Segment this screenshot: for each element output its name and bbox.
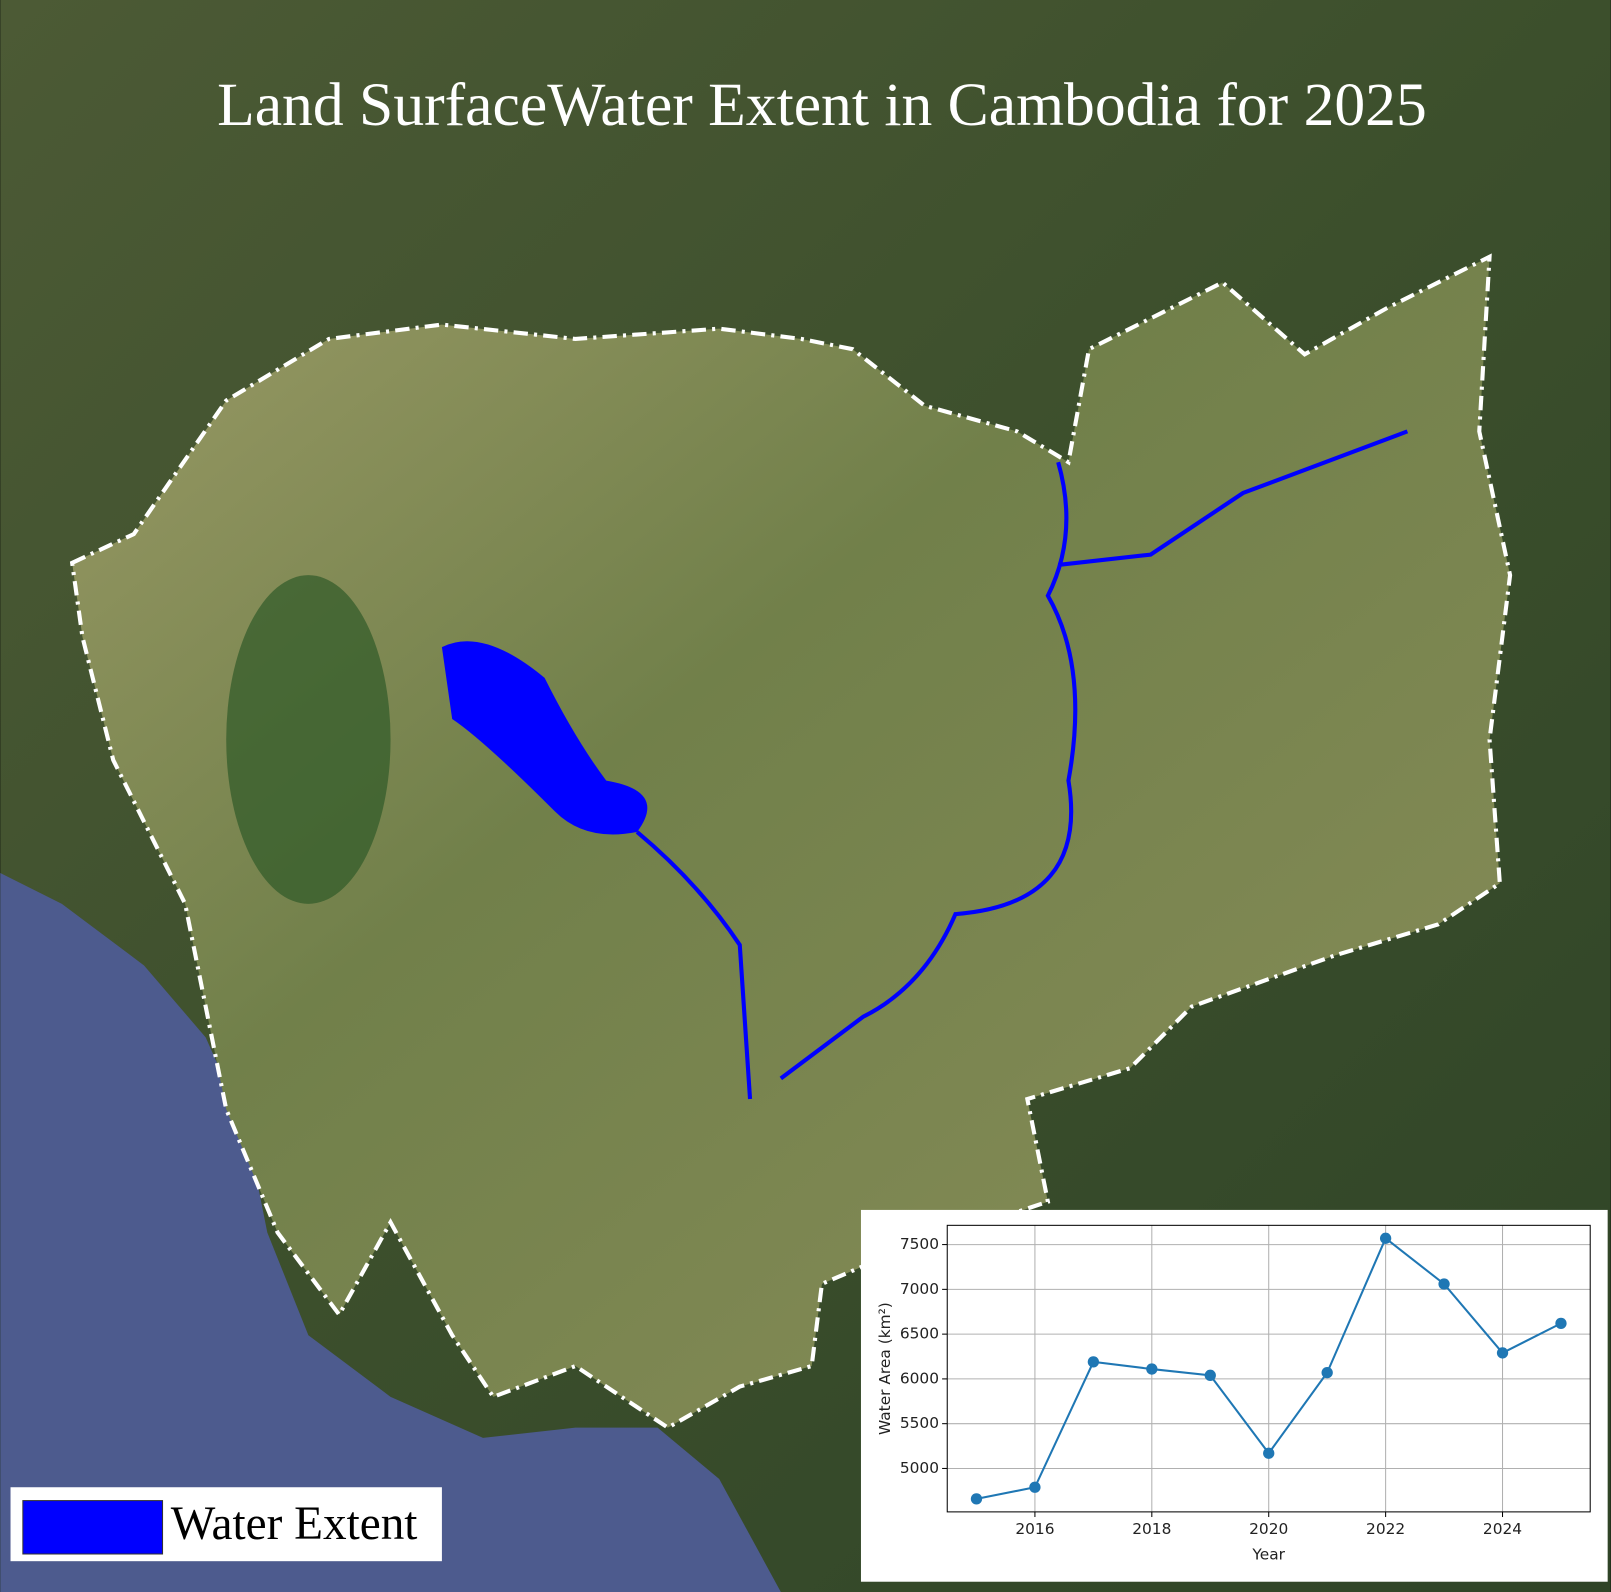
data-point (970, 1493, 983, 1505)
data-point (1496, 1347, 1509, 1359)
y-tick-label: 5500 (900, 1414, 939, 1432)
y-tick-label: 6500 (900, 1325, 939, 1343)
legend-label: Water Extent (171, 1498, 418, 1550)
chart-background (860, 1209, 1608, 1582)
lake (441, 641, 648, 835)
x-tick-label: 2022 (1366, 1520, 1405, 1538)
data-point (1438, 1278, 1450, 1290)
x-tick-label: 2016 (1015, 1520, 1054, 1538)
data-point (1379, 1232, 1392, 1244)
x-tick-label: 2024 (1483, 1520, 1522, 1538)
data-point (1029, 1481, 1041, 1493)
data-point (1087, 1356, 1100, 1368)
y-tick-label: 7500 (900, 1235, 939, 1253)
data-point (1263, 1447, 1275, 1459)
country-boundary (69, 253, 1513, 1431)
river (635, 429, 1409, 1100)
legend-swatch (22, 1500, 164, 1555)
y-tick-label: 5000 (900, 1459, 939, 1477)
data-point (1555, 1317, 1567, 1330)
axes-frame (946, 1224, 1591, 1513)
data-point (1321, 1366, 1333, 1379)
map-title: Land SurfaceWater Extent in Cambodia for… (217, 71, 1427, 139)
x-axis-label: Year (1251, 1546, 1285, 1564)
forest (226, 575, 391, 904)
data-point (1146, 1363, 1158, 1375)
x-tick-label: 2020 (1249, 1520, 1288, 1538)
y-axis-label: Water Area (km²) (876, 1302, 894, 1435)
data-point (1204, 1369, 1216, 1381)
sea (0, 873, 781, 1592)
y-tick-label: 6000 (900, 1369, 939, 1387)
y-tick-label: 7000 (900, 1280, 939, 1298)
chart-inset: 5000 5500 6000 6500 7000 7500 2016 2018 2020 2022… (860, 1209, 1608, 1582)
x-tick-label: 2018 (1132, 1520, 1171, 1538)
